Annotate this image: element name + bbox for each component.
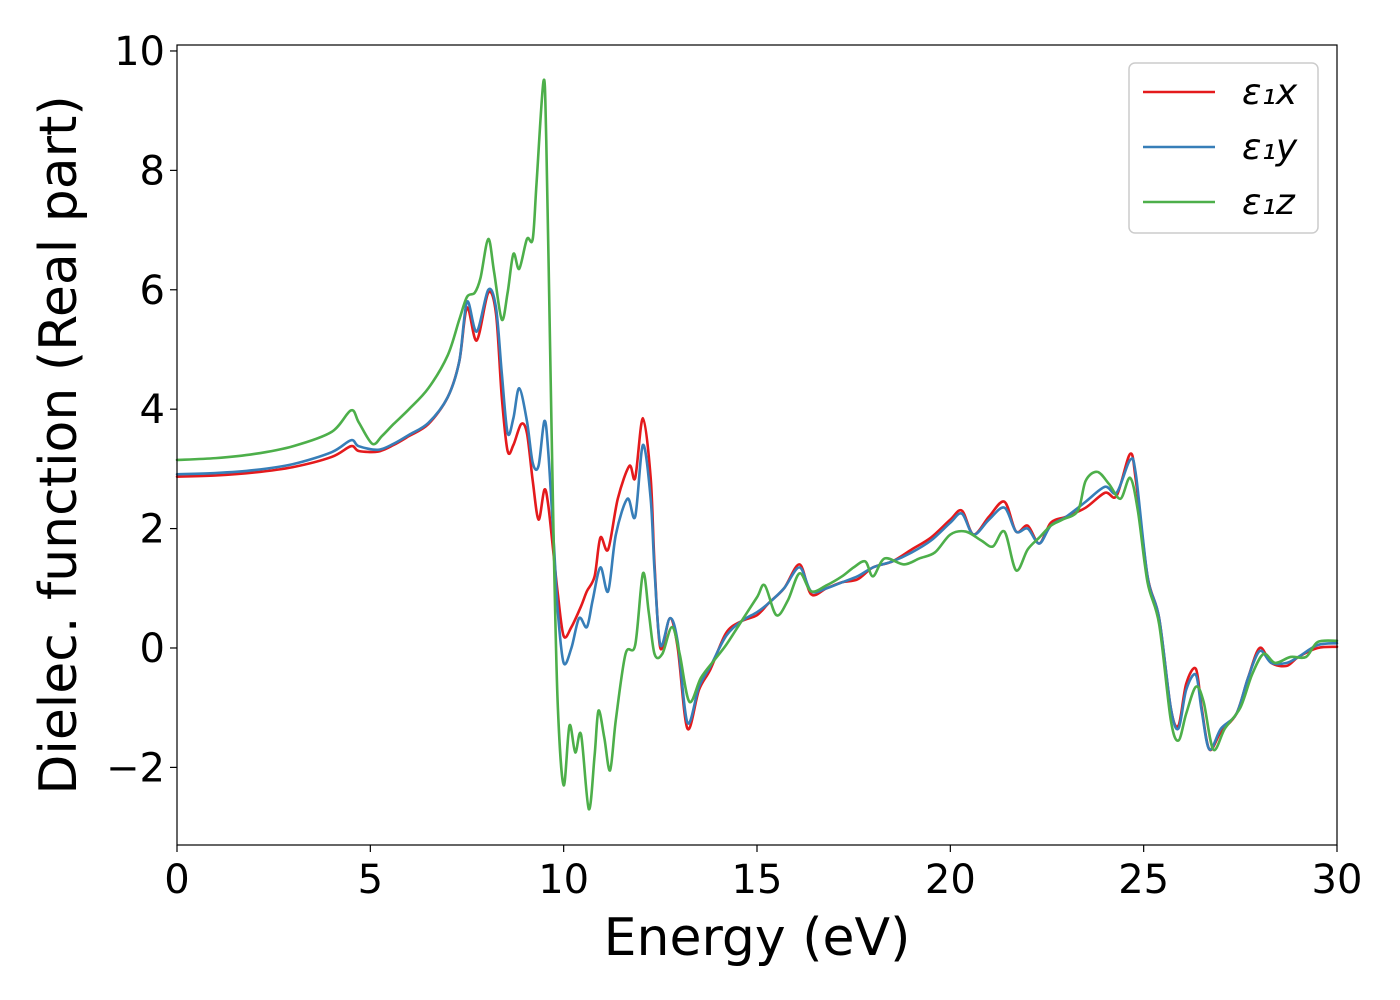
y-tick-label: 6 (140, 268, 165, 314)
legend-label-1: ε₁x (1242, 72, 1298, 113)
x-tick-label: 0 (164, 857, 189, 903)
y-axis-ticks: −2 0 2 4 6 8 10 (106, 29, 177, 791)
x-tick-label: 20 (925, 857, 976, 903)
y-tick-label: 2 (140, 507, 165, 553)
y-tick-label: 0 (140, 626, 165, 672)
legend-box (1128, 62, 1319, 234)
y-tick-label: 4 (140, 387, 165, 433)
x-tick-label: 10 (538, 857, 589, 903)
legend: ε₁x ε₁y ε₁z (1128, 62, 1319, 234)
series-layer (175, 78, 1339, 811)
y-tick-label: 8 (140, 148, 165, 194)
y-tick-label: −2 (106, 745, 165, 791)
x-axis-label: Energy (eV) (604, 908, 911, 968)
legend-entries: ε₁x ε₁y ε₁z (1143, 72, 1298, 223)
y-axis-label: Dielec. function (Real part) (29, 95, 89, 794)
x-tick-label: 25 (1118, 857, 1169, 903)
x-tick-label: 30 (1312, 857, 1363, 903)
legend-label-2: ε₁y (1242, 127, 1298, 168)
x-tick-label: 15 (732, 857, 783, 903)
series-line-3 (175, 78, 1339, 811)
x-tick-label: 5 (358, 857, 383, 903)
x-axis-ticks: 0 5 10 15 20 25 30 (164, 845, 1362, 903)
y-tick-label: 10 (114, 29, 165, 75)
legend-label-3: ε₁z (1242, 182, 1296, 223)
